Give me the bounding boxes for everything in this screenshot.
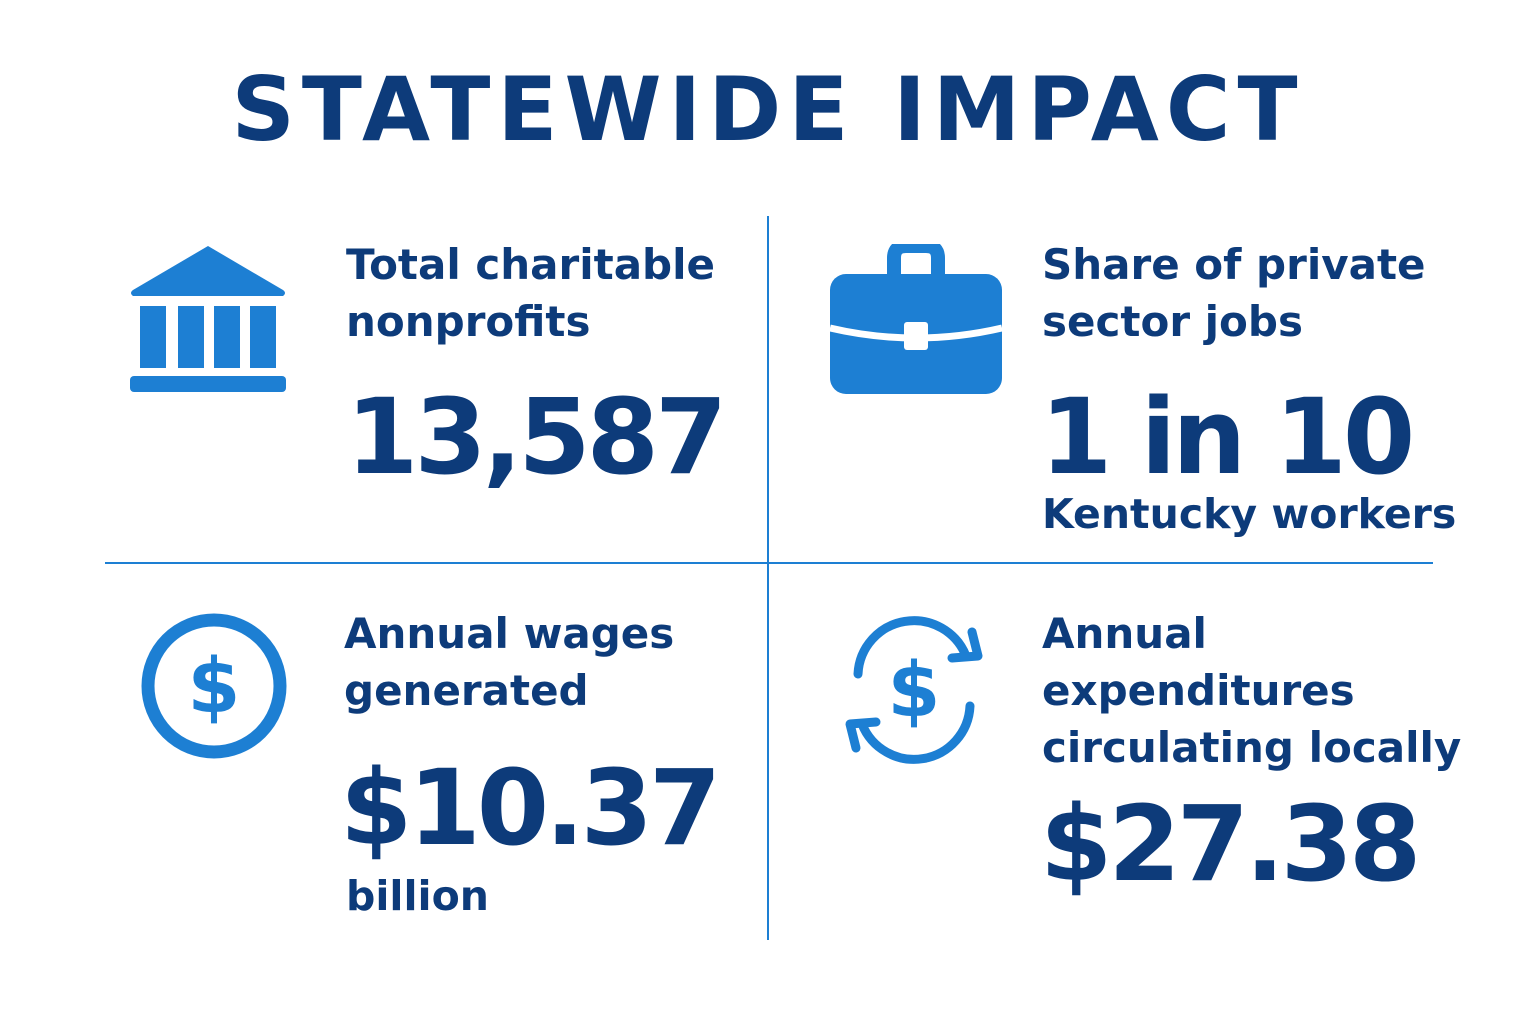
page-title: STATEWIDE IMPACT — [231, 58, 1305, 161]
bank-icon — [128, 244, 288, 396]
briefcase-icon — [828, 244, 1004, 396]
horizontal-divider — [105, 562, 1433, 564]
svg-text:$: $ — [188, 641, 241, 730]
svg-text:$: $ — [888, 645, 941, 734]
nonprofits-value: 13,587 — [346, 376, 727, 498]
expenditures-value: $27.38 — [1040, 783, 1421, 905]
wages-subtext: billion — [346, 872, 489, 920]
private-jobs-value: 1 in 10 — [1040, 376, 1415, 498]
private-jobs-subtext: Kentucky workers — [1042, 490, 1457, 538]
vertical-divider — [767, 216, 769, 940]
wages-value: $10.37 — [340, 747, 721, 869]
expenditures-label: Annual expenditures circulating locally — [1042, 609, 1462, 772]
dollar-cycle-icon: $ — [832, 612, 996, 768]
private-jobs-label: Share of private sector jobs — [1042, 240, 1426, 346]
nonprofits-label: Total charitable nonprofits — [346, 240, 715, 346]
wages-label: Annual wages generated — [344, 609, 675, 715]
dollar-circle-icon: $ — [140, 612, 288, 760]
